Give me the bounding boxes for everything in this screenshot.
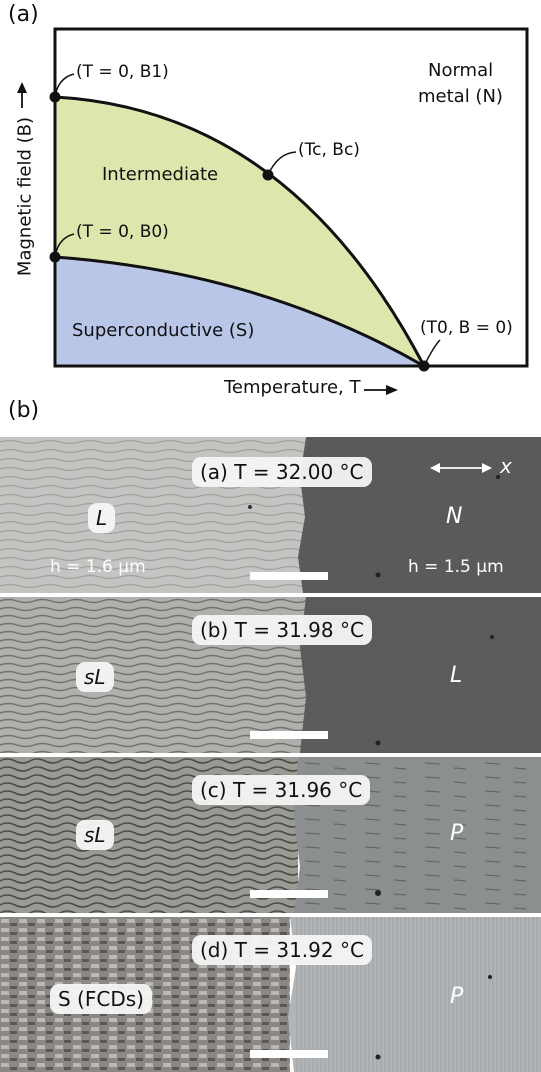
row-4-left-tag: S (FCDs) xyxy=(50,984,152,1014)
point-b1-label: (T = 0, B1) xyxy=(76,62,169,82)
row-4-left-tag-text: S (FCDs) xyxy=(58,987,144,1011)
y-axis-label: Magnetic field (B) xyxy=(14,116,36,277)
row-1-temperature-label: (a) T = 32.00 °C xyxy=(192,457,372,487)
row-1-right-thickness: h = 1.5 µm xyxy=(408,557,504,577)
double-arrow-icon xyxy=(430,463,492,473)
leader-t0 xyxy=(423,339,441,367)
row-2-left-tag: sL xyxy=(76,662,114,692)
region-normal-label-line1: Normal xyxy=(428,60,494,81)
panel-b-label: (b) xyxy=(8,398,40,423)
point-critical-label: (Tc, Bc) xyxy=(298,140,360,160)
y-axis-arrowhead xyxy=(17,82,27,93)
row-2-scalebar xyxy=(250,731,328,739)
row-3-left-tag: sL xyxy=(76,820,114,850)
row-1-left-thickness: h = 1.6 µm xyxy=(50,557,146,577)
row-1-axis-label: x xyxy=(500,454,512,478)
row-3-right-tag: P xyxy=(450,821,464,846)
leader-critical xyxy=(267,151,297,176)
row-3-scalebar xyxy=(250,890,328,898)
intermediate-region xyxy=(55,97,424,366)
row-1-left-tag: L xyxy=(88,503,116,533)
region-normal-label-line2: metal (N) xyxy=(418,86,503,107)
region-intermediate-label: Intermediate xyxy=(102,164,219,185)
point-b0-label: (T = 0, B0) xyxy=(76,222,169,242)
row-3-left-tag-text: sL xyxy=(84,823,106,847)
row-1-left-tag-text: L xyxy=(96,506,108,530)
row-1-right-tag: N xyxy=(446,504,463,529)
leader-b0 xyxy=(54,233,75,258)
diagram-frame xyxy=(53,27,529,368)
phase-diagram xyxy=(17,27,529,395)
row-4-right-tag: P xyxy=(450,984,464,1009)
micrograph-row-3 xyxy=(0,757,541,913)
superconductive-region xyxy=(55,257,424,366)
row-2-right-tag: L xyxy=(450,663,463,688)
lower-boundary-curve xyxy=(54,255,425,368)
x-axis-arrowhead xyxy=(386,385,398,395)
point-t0-label: (T0, B = 0) xyxy=(420,318,513,338)
row-2-left-tag-text: sL xyxy=(84,665,106,689)
row-3-temperature-label: (c) T = 31.96 °C xyxy=(192,775,371,805)
row-4-temperature-label: (d) T = 31.92 °C xyxy=(192,935,372,965)
x-axis-label: Temperature, T xyxy=(224,377,361,398)
row-1-scalebar xyxy=(250,572,328,580)
row-2-temperature-label: (b) T = 31.98 °C xyxy=(192,615,372,645)
micrograph-row-1 xyxy=(0,437,541,593)
row-4-scalebar xyxy=(250,1050,328,1058)
panel-a-label: (a) xyxy=(8,2,39,27)
leader-b1 xyxy=(54,73,75,98)
region-superconductive-label: Superconductive (S) xyxy=(72,320,255,341)
